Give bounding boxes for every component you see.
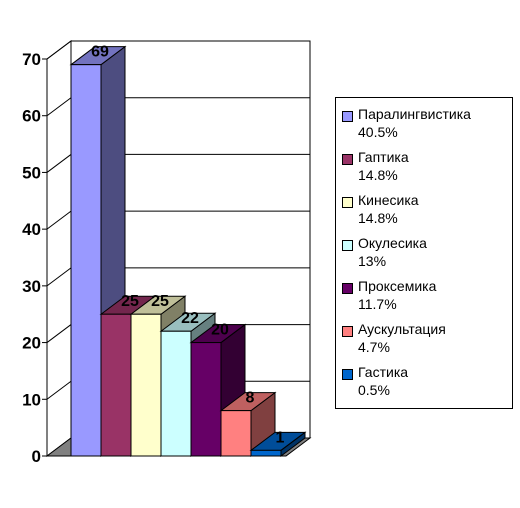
- legend-swatch: [342, 111, 353, 122]
- data-label: 1: [276, 429, 285, 446]
- chart-legend: Паралингвистика 40.5% Гаптика 14.8% Кине…: [335, 97, 513, 409]
- legend-swatch: [342, 283, 353, 294]
- legend-percent: 11.7%: [358, 296, 397, 312]
- gridline-side: [46, 154, 72, 173]
- legend-label: Гаптика: [358, 149, 409, 165]
- y-tick-label: 30: [22, 277, 41, 296]
- y-tick-label: 10: [22, 390, 41, 409]
- bar: [190, 342, 222, 457]
- legend-swatch: [342, 197, 353, 208]
- legend-item-proxemics: Проксемика 11.7%: [340, 276, 512, 318]
- y-tick-label: 70: [22, 50, 41, 69]
- legend-percent: 14.8%: [358, 167, 398, 183]
- legend-label: Кинесика: [358, 192, 419, 208]
- side-wall: [46, 40, 72, 457]
- y-tick-label: 20: [22, 334, 41, 353]
- legend-percent: 14.8%: [358, 210, 398, 226]
- legend-swatch: [342, 240, 353, 251]
- data-label: 25: [121, 293, 139, 310]
- legend-percent: 40.5%: [358, 124, 398, 140]
- y-tick-label: 60: [22, 107, 41, 126]
- legend-item-auscultation: Аускультация 4.7%: [340, 319, 512, 361]
- legend-label: Окулесика: [358, 235, 427, 251]
- legend-label: Аускультация: [358, 321, 446, 337]
- gridline-side: [46, 210, 72, 230]
- bar: [220, 410, 252, 457]
- legend-label: Гастика: [358, 364, 409, 380]
- gridline-side: [46, 267, 72, 287]
- legend-label: Паралингвистика: [358, 106, 471, 122]
- bar: [70, 64, 102, 457]
- bar: [160, 330, 192, 457]
- data-label: 22: [181, 310, 199, 327]
- data-label: 20: [211, 322, 229, 339]
- legend-swatch: [342, 369, 353, 380]
- gridline-side: [46, 40, 72, 60]
- data-label: 8: [246, 390, 255, 407]
- legend-item-paralinguistics: Паралингвистика 40.5%: [340, 104, 512, 146]
- bar: [130, 313, 162, 457]
- legend-item-gastics: Гастика 0.5%: [340, 362, 512, 404]
- y-tick-label: 40: [22, 220, 41, 239]
- legend-item-oculesics: Окулесика 13%: [340, 233, 512, 275]
- data-label: 25: [151, 293, 169, 310]
- bar: [100, 313, 132, 457]
- y-tick-label: 0: [32, 447, 41, 466]
- legend-percent: 0.5%: [358, 382, 390, 398]
- legend-percent: 4.7%: [358, 339, 390, 355]
- legend-percent: 13%: [358, 253, 387, 269]
- gridline-side: [46, 380, 72, 400]
- legend-item-kinesics: Кинесика 14.8%: [340, 190, 512, 232]
- legend-item-haptics: Гаптика 14.8%: [340, 147, 512, 189]
- gridline-side: [46, 97, 72, 117]
- legend-swatch: [342, 154, 353, 165]
- legend-label: Проксемика: [358, 278, 437, 294]
- legend-swatch: [342, 326, 353, 337]
- y-tick-label: 50: [22, 163, 41, 182]
- gridline-side: [46, 324, 72, 343]
- bar: [250, 449, 282, 457]
- data-label: 69: [91, 44, 109, 61]
